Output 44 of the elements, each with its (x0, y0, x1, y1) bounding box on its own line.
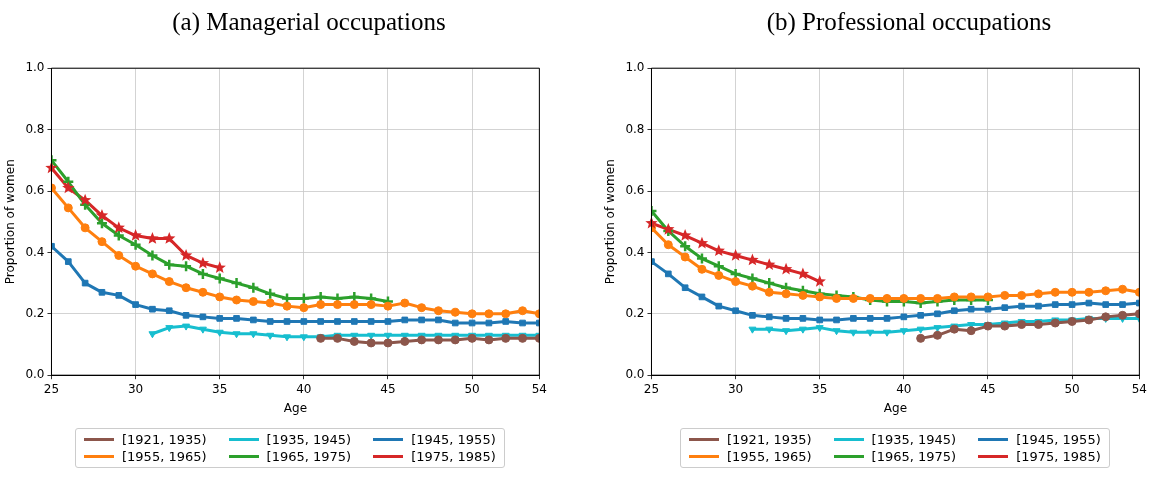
legend-label: [1945, 1955) (411, 432, 496, 447)
legend-label: [1921, 1935) (122, 432, 207, 447)
x-tick-label: 45 (980, 381, 996, 396)
y-tick-label: 0.2 (25, 305, 45, 320)
x-tick-label: 30 (127, 381, 144, 396)
legend-label: [1935, 1945) (871, 432, 957, 447)
x-tick-label: 40 (896, 381, 912, 396)
x-tick-label: 35 (812, 381, 828, 396)
x-tick-label: 40 (296, 381, 312, 396)
x-tick-label: 25 (643, 381, 660, 396)
legend-label: [1945, 1955) (1016, 432, 1101, 447)
y-tick-label: 1.0 (625, 60, 645, 75)
legend-label: [1975, 1985) (411, 449, 496, 464)
legend-label: [1955, 1965) (122, 449, 207, 464)
legend-label: [1975, 1985) (1016, 449, 1101, 464)
chart-title: (a) Managerial occupations (171, 8, 447, 36)
legend-label: [1921, 1935) (727, 432, 812, 447)
y-tick-label: 0.6 (625, 183, 645, 198)
x-axis-title: Age (883, 400, 908, 415)
chart-title: (b) Professional occupations (765, 8, 1053, 36)
x-tick-label: 50 (1064, 381, 1080, 396)
x-tick-label: 45 (380, 381, 396, 396)
x-tick-label: 50 (464, 381, 480, 396)
x-tick-label: 54 (1131, 381, 1148, 396)
x-tick-label: 25 (43, 381, 60, 396)
x-axis-title: Age (283, 400, 308, 415)
y-tick-label: 0.2 (625, 305, 645, 320)
legend-label: [1935, 1945) (266, 432, 352, 447)
y-tick-label: 0.6 (25, 183, 45, 198)
y-tick-label: 0.8 (25, 121, 45, 136)
legend-label: [1955, 1965) (727, 449, 812, 464)
y-tick-label: 0.0 (25, 367, 45, 382)
y-axis-title: Proportion of women (3, 159, 18, 285)
y-axis-title: Proportion of women (603, 159, 618, 285)
y-tick-label: 0.4 (625, 244, 645, 259)
x-tick-label: 35 (212, 381, 228, 396)
legend-label: [1965, 1975) (871, 449, 957, 464)
y-tick-label: 0.8 (625, 121, 645, 136)
y-tick-label: 1.0 (25, 60, 45, 75)
x-tick-label: 54 (531, 381, 548, 396)
y-tick-label: 0.4 (25, 244, 45, 259)
legend-label: [1965, 1975) (266, 449, 352, 464)
y-tick-label: 0.0 (625, 367, 645, 382)
x-tick-label: 30 (727, 381, 744, 396)
